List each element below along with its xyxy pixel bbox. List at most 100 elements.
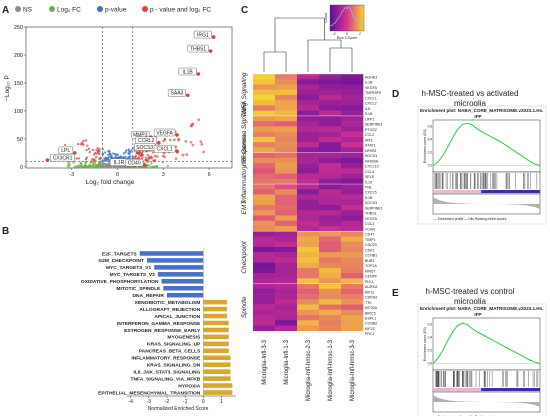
panel-e-enrichment: E h-MSC-treated vs control microglia Enr… — [392, 287, 547, 416]
color-key-tick: 2 — [359, 32, 361, 36]
volcano-point — [83, 165, 86, 168]
nes-bar-chart: E2F_TARGETSG2M_CHECKPOINTMYC_TARGETS_V1M… — [81, 248, 236, 405]
point-label: SAA3 — [171, 91, 184, 97]
heat-cell — [275, 163, 298, 169]
heat-cell — [297, 142, 320, 148]
heat-cell — [275, 299, 298, 305]
volcano-point — [150, 156, 154, 160]
heat-cell — [297, 220, 320, 227]
heat-cell — [297, 215, 320, 222]
color-key-tick: 0 — [346, 32, 348, 36]
heat-cell — [275, 309, 298, 316]
volcano-point — [107, 153, 110, 156]
heat-cell — [341, 267, 364, 274]
row-gene-label: IL1B — [365, 112, 373, 116]
row-gene-label: UPP1 — [365, 117, 374, 121]
panel-b-gsea-bars: B E2F_TARGETSG2M_CHECKPOINTMYC_TARGETS_V… — [2, 226, 236, 412]
heat-cell — [319, 294, 342, 300]
heat-cell — [341, 184, 364, 190]
pathway-label: EPITHELIAL_MESENCHYMAL_TRANSITION — [98, 390, 201, 396]
volcano-point — [141, 153, 145, 157]
volcano-point — [177, 138, 180, 142]
volcano-point — [144, 156, 148, 160]
volcano-point — [162, 151, 166, 155]
heat-cell — [275, 294, 298, 300]
heat-cell — [275, 89, 298, 96]
heat-cell — [297, 262, 320, 269]
panel-d-letter: D — [392, 89, 399, 100]
volcano-point — [93, 158, 96, 161]
heat-cell — [253, 252, 276, 258]
heat-cell — [297, 152, 320, 159]
column-labels: Microglia-Infl-3-3 Microglia-Infl-1-3 Micr… — [262, 339, 356, 401]
volcano-point — [124, 151, 127, 154]
heat-cell — [275, 278, 298, 284]
heat-cell — [297, 236, 320, 242]
row-gene-label: TIMP1 — [365, 238, 376, 242]
heat-cell — [297, 225, 320, 232]
column-label: Microglia-Infl-3-3 — [262, 339, 268, 384]
pathway-label: E2F_TARGETS — [102, 251, 137, 257]
pathway-label: APICAL_JUNCTION — [154, 314, 200, 320]
heat-cell — [253, 315, 276, 321]
x-tick-label: -2 — [165, 399, 170, 405]
heat-cell — [253, 189, 276, 195]
volcano-point — [163, 138, 167, 141]
heat-cell — [319, 283, 342, 290]
heat-cell — [253, 215, 276, 222]
heat-cell — [319, 220, 342, 227]
heat-cell — [319, 246, 342, 253]
row-gene-label: KIF20A — [365, 306, 378, 310]
heat-cell — [341, 252, 364, 258]
row-gene-label: IRF1 — [365, 138, 373, 142]
pathway-label: INTERFERON_GAMMA_RESPONSE — [117, 321, 201, 327]
heat-cell — [319, 257, 342, 263]
point-label-box — [167, 89, 186, 97]
volcano-y-label: −Log₁₀ P — [4, 75, 11, 101]
pathway-label: HYPOXIA — [178, 383, 200, 389]
heat-cell — [319, 320, 342, 326]
heat-cell — [275, 136, 298, 143]
x-tick-label: -1 — [183, 399, 188, 405]
volcano-point — [77, 157, 80, 160]
heat-cell — [275, 115, 298, 122]
heat-cell — [319, 168, 342, 174]
panel-b-letter: B — [2, 226, 9, 237]
heat-cell — [341, 288, 364, 295]
volcano-point — [112, 165, 116, 169]
heat-cell — [341, 294, 364, 300]
nes-bar — [203, 299, 227, 305]
heat-cell — [275, 79, 298, 85]
heat-cell — [319, 84, 342, 91]
heat-cell — [319, 100, 342, 106]
enrichment-plot-e: Enrichment plot: NABA_CORE_MATRISOME.v20… — [417, 303, 547, 416]
heat-cell — [253, 142, 276, 148]
heat-cell — [297, 304, 320, 311]
heat-cell — [275, 105, 298, 111]
pathway-label: MITOTIC_SPINDLE — [116, 286, 161, 292]
row-gene-label: NFKB1 — [365, 149, 377, 153]
heat-cell — [341, 173, 364, 180]
heat-cell — [319, 189, 342, 195]
heat-cell — [275, 173, 298, 180]
volcano-point — [94, 151, 97, 155]
volcano-point — [87, 147, 91, 151]
heat-cell — [341, 304, 364, 311]
heat-cell — [297, 157, 320, 164]
row-gene-label: BIRC5 — [365, 311, 376, 315]
heat-cell — [341, 262, 364, 269]
heat-cell — [275, 126, 298, 132]
row-group-label: Spindle — [241, 296, 248, 318]
volcano-point — [137, 153, 141, 156]
nes-bar — [154, 265, 204, 270]
pathway-label: KRAS_SIGNALING_DN — [147, 363, 201, 369]
heat-cell — [319, 225, 342, 232]
heat-cell — [341, 189, 364, 195]
pathway-label: MYOGENESIS — [167, 335, 201, 341]
panel-a-volcano: A NS Log₂ FC p-value p - value and log₂ FC … — [2, 5, 233, 186]
volcano-point — [88, 150, 91, 154]
point-label-box — [187, 44, 209, 53]
pathway-label: IL6_JAK_STAT3_SIGNALING — [133, 369, 200, 375]
volcano-point — [173, 138, 176, 142]
volcano-point — [72, 161, 75, 164]
